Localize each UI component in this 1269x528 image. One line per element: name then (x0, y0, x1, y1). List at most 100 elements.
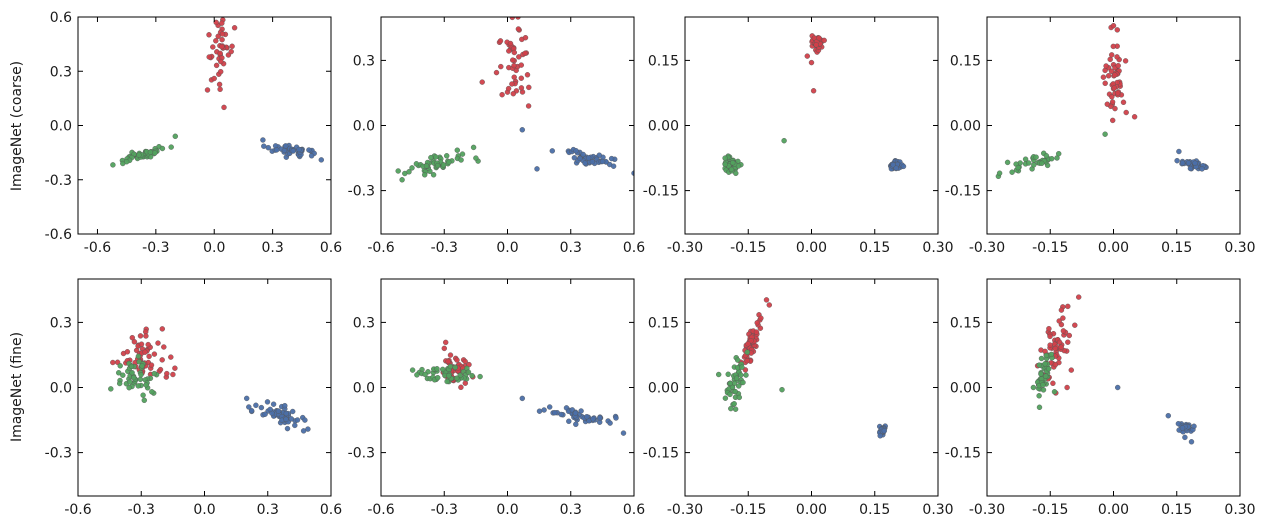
x-tick-label: 0.0 (496, 502, 518, 518)
blue-point (292, 422, 298, 429)
red-point (137, 333, 144, 339)
points (995, 23, 1209, 180)
green-point (435, 375, 441, 381)
green-point (1022, 156, 1029, 162)
red-point (228, 48, 234, 55)
red-point (217, 50, 223, 57)
red-point (445, 358, 451, 365)
green-point (127, 379, 133, 385)
green-point (141, 397, 148, 403)
green-point (115, 370, 122, 376)
x-tick-label: -0.30 (667, 240, 703, 256)
blue-point (265, 144, 271, 151)
green-point (1033, 154, 1039, 160)
green-point (1036, 362, 1042, 368)
red-point (221, 104, 227, 111)
x-tick-label: 0.15 (859, 240, 890, 256)
subplot-0-3: -0.30 -0.15 0.00 0.15 0.30 -0.15 0.00 0.15 (945, 16, 1256, 256)
blue-point (552, 410, 558, 416)
green-point (732, 388, 738, 395)
green-point (779, 387, 785, 393)
red-point (1047, 333, 1053, 340)
green-point (423, 163, 430, 169)
blue-point (283, 143, 289, 149)
blue-point (577, 155, 583, 162)
red-point (227, 4, 232, 9)
x-tick-label: 0.30 (922, 502, 953, 518)
red-point (518, 85, 525, 91)
green-point (1036, 393, 1042, 399)
red-point (522, 50, 528, 56)
blue-point (1188, 439, 1195, 445)
green-point (727, 380, 733, 387)
red-point (1114, 90, 1121, 96)
blue-point (541, 407, 547, 413)
y-tick-label: 0.3 (353, 53, 375, 69)
y-tick-label: 0.00 (648, 119, 679, 135)
red-point (516, 54, 522, 60)
x-tick-label: 0.30 (1224, 502, 1255, 518)
green-point (1055, 150, 1062, 157)
y-tick-label: 0.3 (353, 315, 375, 331)
x-tick-label: 0.15 (1161, 502, 1192, 518)
blue-point (308, 153, 315, 159)
y-tick-label: 0.0 (50, 381, 72, 397)
green-point (457, 372, 463, 378)
green-point (722, 161, 728, 168)
blue-point (284, 425, 291, 432)
x-tick-label: -0.6 (367, 240, 394, 256)
green-point (1015, 164, 1021, 171)
blue-point (1191, 423, 1197, 429)
green-point (151, 370, 158, 377)
red-point (1108, 52, 1115, 58)
red-point (1112, 105, 1118, 112)
blue-point (1185, 160, 1192, 166)
x-tick-label: 0.0 (193, 502, 215, 518)
red-point (526, 84, 532, 91)
x-tick-label: 0.0 (203, 240, 225, 256)
blue-point (582, 160, 588, 166)
red-point (511, 49, 517, 56)
red-point (218, 58, 224, 65)
red-point (1102, 67, 1108, 74)
red-point (744, 358, 750, 364)
red-point (1060, 328, 1067, 334)
green-point (136, 152, 142, 158)
green-point (430, 172, 437, 178)
blue-point (566, 418, 572, 424)
red-point (159, 326, 166, 332)
green-point (137, 376, 144, 382)
x-tick-label: -0.30 (667, 502, 703, 518)
red-point (1046, 326, 1052, 332)
blue-point (290, 408, 296, 415)
red-point (143, 333, 149, 339)
green-point (444, 378, 450, 385)
blue-point (536, 408, 543, 414)
green-point (172, 133, 179, 140)
red-point (813, 42, 819, 48)
green-point (732, 406, 739, 412)
plot-frame (986, 278, 1241, 497)
blue-point (306, 147, 312, 153)
blue-point (1187, 165, 1194, 172)
green-point (727, 391, 733, 398)
x-tick-label: -0.6 (84, 240, 111, 256)
plot-frame (380, 278, 635, 497)
red-point (204, 87, 211, 93)
red-point (511, 62, 517, 69)
green-point (1030, 384, 1037, 391)
red-point (507, 40, 514, 47)
points (110, 4, 324, 168)
green-point (168, 144, 174, 150)
green-point (1025, 160, 1032, 166)
green-point (1039, 160, 1045, 167)
blue-point (246, 404, 252, 410)
red-point (808, 59, 815, 66)
x-tick-label: -0.15 (730, 240, 766, 256)
red-point (1056, 318, 1062, 324)
green-point (147, 149, 154, 156)
red-point (1131, 114, 1138, 120)
green-point (110, 162, 116, 168)
green-point (440, 366, 446, 373)
points (108, 326, 311, 434)
